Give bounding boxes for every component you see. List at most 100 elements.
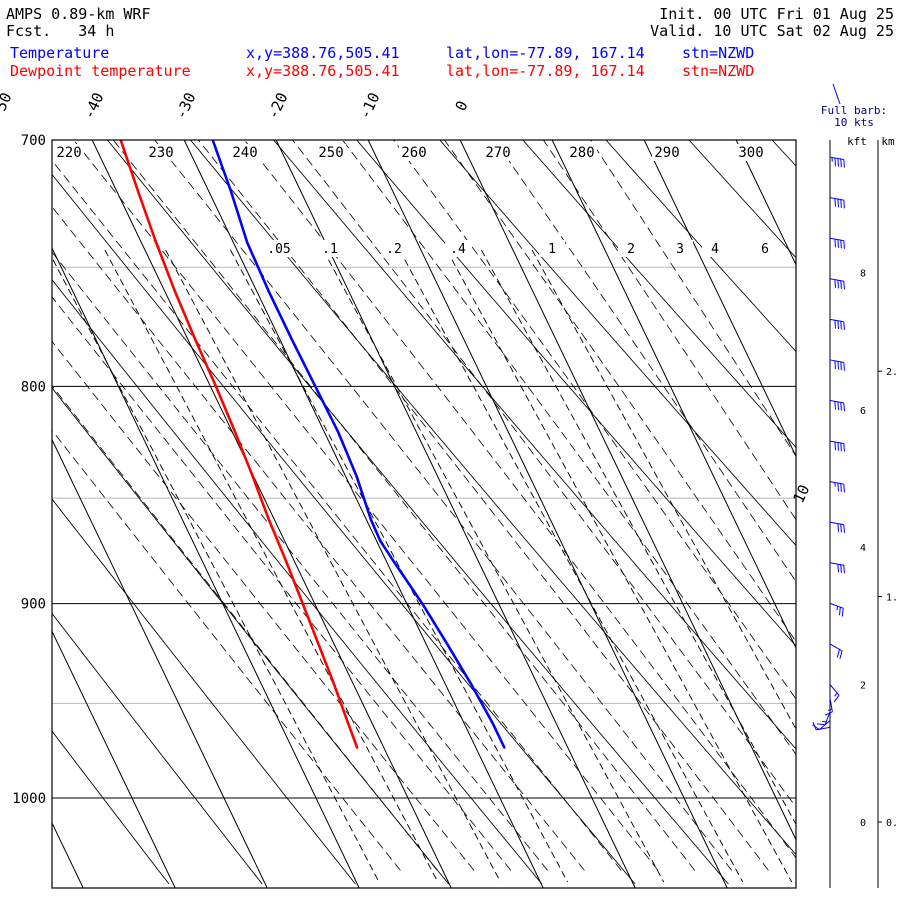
- barb-flag: [840, 402, 842, 411]
- isotherm-label: 10: [789, 482, 813, 506]
- barb-flag: [843, 484, 845, 493]
- moist-adiabat: [73, 140, 659, 871]
- pressure-tick-label: 1000: [12, 791, 46, 807]
- isotherm: [551, 140, 796, 650]
- dry-adiabat: [52, 279, 543, 885]
- theta-label: 280: [569, 145, 594, 161]
- theta-label: 300: [738, 145, 763, 161]
- barb-shaft: [818, 720, 831, 730]
- mixing-ratio-label: 1: [548, 242, 556, 257]
- barb-shaft: [829, 278, 844, 282]
- barb-flag: [834, 320, 836, 329]
- moist-adiabat: [52, 296, 512, 871]
- moist-adiabat: [52, 340, 475, 871]
- barb-shaft: [829, 521, 844, 526]
- moist-adiabat: [198, 140, 769, 871]
- barb-flag: [837, 564, 839, 573]
- isotherm: [52, 630, 176, 888]
- barb-shaft: [816, 726, 831, 731]
- mixing-ratio-label: 2: [627, 242, 635, 257]
- barb-flag: [843, 524, 845, 533]
- isotherm: [52, 246, 360, 888]
- theta-label-bg: [567, 144, 597, 161]
- barb-flag: [837, 442, 839, 451]
- moist-adiabat: [52, 206, 585, 871]
- dry-adiabat: [273, 140, 796, 750]
- frame-layer: [51, 139, 797, 889]
- wind-barb: [812, 720, 831, 731]
- isotherm-label: -30: [172, 90, 200, 122]
- legend-temperature-latlon: lat,lon=-77.89, 167.14: [446, 44, 645, 62]
- wind-barb: [829, 156, 845, 168]
- barb-legend-title: Full barb:: [821, 104, 887, 117]
- legend-temperature-station: stn=NZWD: [682, 44, 755, 62]
- kft-tick-label: 4: [860, 543, 866, 554]
- barb-shaft: [829, 237, 844, 242]
- dry-adiabat: [605, 140, 796, 353]
- wind-barb: [829, 278, 845, 290]
- mixing-ratio-label-bg: [445, 240, 471, 257]
- barb-flag: [834, 198, 836, 207]
- theta-label-bg: [399, 144, 429, 161]
- valid-time: Valid. 10 UTC Sat 02 Aug 25: [650, 22, 894, 40]
- barb-flag: [837, 239, 839, 248]
- mixing-ratio-line: [531, 249, 796, 730]
- legend-dewpoint-xy: x,y=388.76,505.41: [246, 62, 400, 80]
- legend-dewpoint-station: stn=NZWD: [682, 62, 755, 80]
- kft-tick-label: 6: [860, 406, 866, 417]
- label-layer: 700 800 900 1000 .05 .1 .2 .4 1 2 3 4 6 220 230 240 250 2…: [0, 90, 813, 807]
- kft-tick-label: 0: [860, 818, 866, 829]
- dry-adiabat: [439, 140, 796, 547]
- mixing-ratio-label: 3: [676, 242, 684, 257]
- barb-flag: [837, 158, 839, 167]
- theta-label-bg: [146, 144, 176, 161]
- theta-label: 270: [485, 145, 510, 161]
- barb-shaft: [829, 643, 843, 652]
- barb-half-flag: [827, 708, 833, 711]
- barb-flag: [843, 200, 845, 209]
- wind-barb: [829, 481, 845, 493]
- barb-shaft: [829, 359, 844, 363]
- barb-shaft: [829, 400, 844, 404]
- barb-shaft: [829, 602, 844, 609]
- barb-flag: [837, 361, 839, 370]
- moist-adiabat: [494, 140, 796, 583]
- barb-flag: [843, 281, 845, 290]
- moist-adiabat: [52, 251, 548, 871]
- barb-flag: [843, 362, 845, 371]
- temperature-line: [211, 140, 506, 749]
- legend-temperature-xy: x,y=388.76,505.41: [246, 44, 400, 62]
- moist-adiabat: [52, 429, 401, 871]
- barb-flag: [843, 443, 845, 452]
- mixing-ratio-line: [399, 249, 744, 883]
- barb-flag: [824, 711, 833, 716]
- barb-flag: [812, 724, 820, 731]
- mixing-ratio-line: [322, 249, 665, 883]
- dry-adiabat: [52, 612, 263, 885]
- dry-adiabat: [522, 140, 796, 449]
- wind-barb: [829, 643, 843, 660]
- barb-flag: [834, 157, 836, 167]
- barb-flag: [837, 523, 839, 532]
- barb-flag: [836, 649, 840, 658]
- barb-flag: [834, 360, 836, 370]
- theta-label: 220: [56, 145, 81, 161]
- mixing-ratio-line: [481, 249, 796, 826]
- mixing-ratio-label-bg: [702, 240, 728, 257]
- theta-label: 240: [232, 145, 257, 161]
- wind-panel: Full barb:10 kts kft km 0 2 4 6 8 0. 1. 2.: [812, 83, 898, 888]
- km-tick-label: 1.: [886, 593, 898, 604]
- barb-shaft: [829, 697, 833, 712]
- wind-barb: [812, 722, 831, 731]
- wind-barb: [829, 440, 845, 452]
- mixing-ratio-line: [230, 249, 568, 883]
- wind-barb: [829, 237, 845, 249]
- barb-shaft: [829, 440, 844, 444]
- moist-adiabat: [112, 140, 696, 871]
- dry-adiabat: [356, 140, 796, 647]
- theta-label: 230: [148, 145, 173, 161]
- barb-flag: [839, 607, 841, 616]
- dry-adiabat: [52, 173, 636, 885]
- barb-flag: [840, 483, 842, 492]
